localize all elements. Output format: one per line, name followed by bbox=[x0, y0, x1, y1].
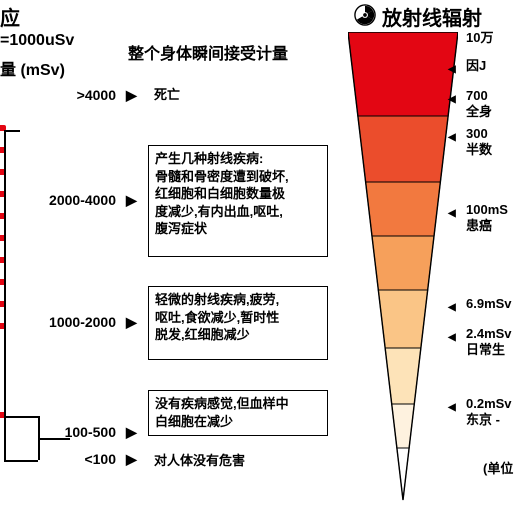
bracket-line bbox=[4, 130, 6, 460]
arrow-right-icon: ▶ bbox=[126, 424, 137, 441]
dose-description: 对人体没有危害 bbox=[148, 448, 328, 474]
right-cone-column: 放射线辐射 10万 ◀ 因J ◀ 700 全身 ◀ 300 半数 ◀ 100mS 患癌 ◀ 6.9m… bbox=[348, 2, 518, 518]
cone-level-label: 6.9mSv bbox=[466, 296, 512, 312]
cone-level-label: 100mS 患癌 bbox=[466, 202, 508, 235]
dose-range: 1000-2000 bbox=[0, 314, 116, 330]
dose-description: 死亡 bbox=[148, 82, 328, 110]
arrow-right-icon: ▶ bbox=[126, 192, 137, 209]
dose-range: 2000-4000 bbox=[0, 192, 116, 208]
arrow-right-icon: ▶ bbox=[126, 451, 137, 468]
bracket-line bbox=[4, 416, 38, 418]
left-dose-column: 应 =1000uSv 量 (mSv) 整个身体瞬间接受计量 >4000 ▶ 死亡 20… bbox=[0, 0, 330, 520]
cone-level-label: 因J bbox=[466, 58, 486, 74]
dose-description: 轻微的射线疾病,疲劳, 呕吐,食欲减少,暂时性 脱发,红细胞减少 bbox=[148, 286, 328, 360]
cone-level-label: 0.2mSv 东京 - bbox=[466, 396, 512, 429]
dose-description: 产生几种射线疾病: 骨髓和骨密度遭到破坏, 红细胞和白细胞数量极 度减少,有内出… bbox=[148, 145, 328, 257]
unit-conversion: =1000uSv bbox=[0, 32, 74, 50]
unit-msv: 量 (mSv) bbox=[0, 56, 65, 80]
left-subtitle: 整个身体瞬间接受计量 bbox=[128, 40, 288, 64]
unit-note: (单位 bbox=[483, 458, 513, 477]
arrow-left-icon: ◀ bbox=[448, 302, 456, 313]
radiation-icon bbox=[354, 4, 376, 26]
cone-level-label: 700 全身 bbox=[466, 88, 492, 121]
arrow-right-icon: ▶ bbox=[126, 314, 137, 331]
arrow-right-icon: ▶ bbox=[126, 87, 137, 104]
arrow-left-icon: ◀ bbox=[448, 332, 456, 343]
arrow-left-icon: ◀ bbox=[448, 64, 456, 75]
bracket-line bbox=[4, 130, 20, 132]
bracket-line bbox=[4, 460, 38, 462]
right-title: 放射线辐射 bbox=[382, 2, 482, 31]
arrow-left-icon: ◀ bbox=[448, 94, 456, 105]
dose-range: <100 bbox=[0, 451, 116, 467]
cone-level-label: 10万 bbox=[466, 30, 493, 46]
cone-level-label: 2.4mSv 日常生 bbox=[466, 326, 512, 359]
arrow-left-icon: ◀ bbox=[448, 208, 456, 219]
arrow-left-icon: ◀ bbox=[448, 402, 456, 413]
cone-level-label: 300 半数 bbox=[466, 126, 492, 159]
radiation-cone bbox=[348, 32, 458, 502]
dose-description: 没有疾病感觉,但血样中 白细胞在减少 bbox=[148, 390, 328, 436]
left-title-suffix: 应 bbox=[0, 2, 20, 31]
arrow-left-icon: ◀ bbox=[448, 132, 456, 143]
dose-range: >4000 bbox=[0, 87, 116, 103]
bracket-line bbox=[38, 438, 70, 440]
